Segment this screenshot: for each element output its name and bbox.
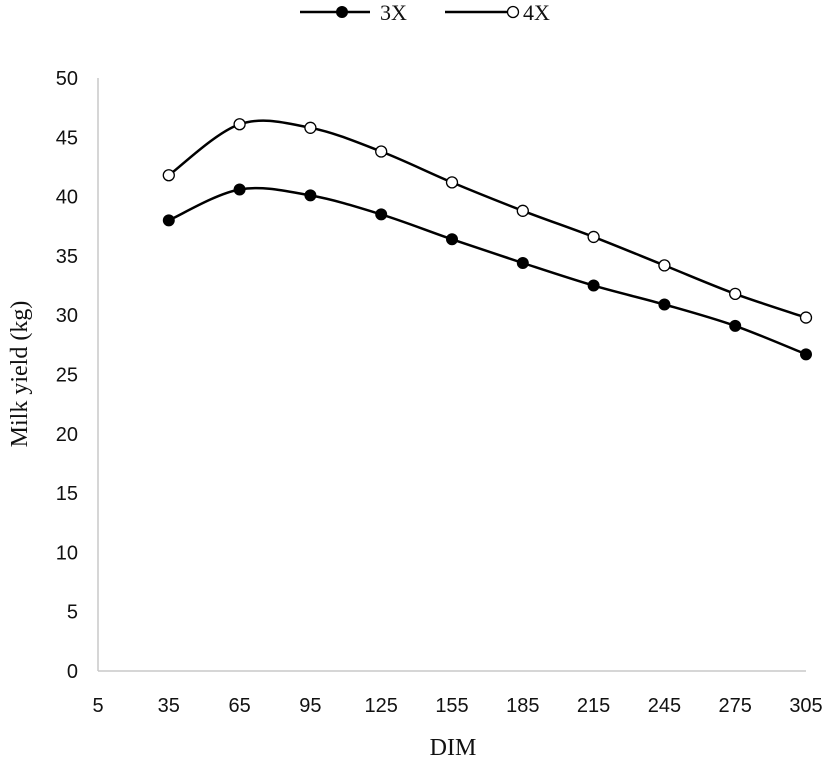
series-3x	[162, 183, 812, 361]
data-point	[304, 121, 317, 134]
data-point	[729, 319, 742, 332]
y-tick-label: 5	[67, 602, 78, 624]
y-axis-title: Milk yield (kg)	[7, 301, 33, 448]
data-point	[162, 169, 175, 182]
y-tick-label: 20	[56, 424, 78, 446]
series-4x	[162, 118, 813, 324]
legend-entry-4x: 4X	[445, 0, 550, 25]
legend-label: 4X	[523, 0, 550, 25]
data-point	[587, 279, 600, 292]
legend-marker	[336, 6, 348, 18]
data-point	[446, 233, 458, 246]
legend-label: 3X	[380, 0, 407, 25]
data-point	[233, 183, 246, 196]
data-point	[445, 176, 459, 189]
data-point	[729, 287, 742, 301]
data-point	[658, 298, 671, 311]
data-point	[375, 145, 388, 158]
y-tick-label: 10	[56, 542, 78, 564]
data-point	[162, 214, 175, 227]
x-tick-label: 185	[506, 695, 539, 717]
axes	[97, 78, 806, 672]
x-tick-label: 35	[158, 695, 180, 717]
x-tick-label: 275	[719, 695, 752, 717]
data-point	[375, 208, 388, 221]
data-point	[304, 189, 317, 202]
x-tick-label: 65	[228, 695, 250, 717]
y-tick-label: 35	[56, 246, 78, 268]
series-line	[168, 186, 807, 356]
x-tick-label: 245	[648, 695, 681, 717]
series-layer	[162, 118, 813, 361]
data-point	[658, 259, 671, 272]
legend: 3X 4X	[300, 0, 550, 25]
x-tick-labels: 5 35 65 95 125 155 185 215 245 275 305	[92, 695, 822, 717]
y-tick-labels: 0 5 10 15 20 25 30 35 40 45 50	[56, 68, 78, 683]
data-point	[233, 118, 246, 131]
x-tick-label: 305	[789, 695, 822, 717]
x-tick-label: 215	[577, 695, 610, 717]
x-tick-label: 155	[435, 695, 468, 717]
y-tick-label: 25	[56, 365, 78, 387]
x-tick-label: 95	[299, 695, 321, 717]
data-point	[799, 311, 813, 324]
legend-entry-3x: 3X	[300, 0, 407, 25]
y-tick-label: 40	[56, 187, 78, 209]
y-tick-label: 15	[56, 483, 78, 505]
data-point	[516, 257, 529, 270]
y-tick-label: 45	[56, 127, 78, 149]
y-tick-label: 30	[56, 305, 78, 327]
series-line	[168, 119, 807, 319]
legend-marker	[506, 5, 520, 19]
data-point	[800, 348, 812, 361]
data-point	[587, 230, 600, 244]
x-tick-label: 5	[92, 695, 103, 717]
y-tick-label: 0	[67, 661, 78, 683]
y-tick-label: 50	[56, 68, 78, 90]
data-point	[516, 204, 529, 217]
x-axis-title: DIM	[430, 735, 477, 760]
x-tick-label: 125	[365, 695, 398, 717]
